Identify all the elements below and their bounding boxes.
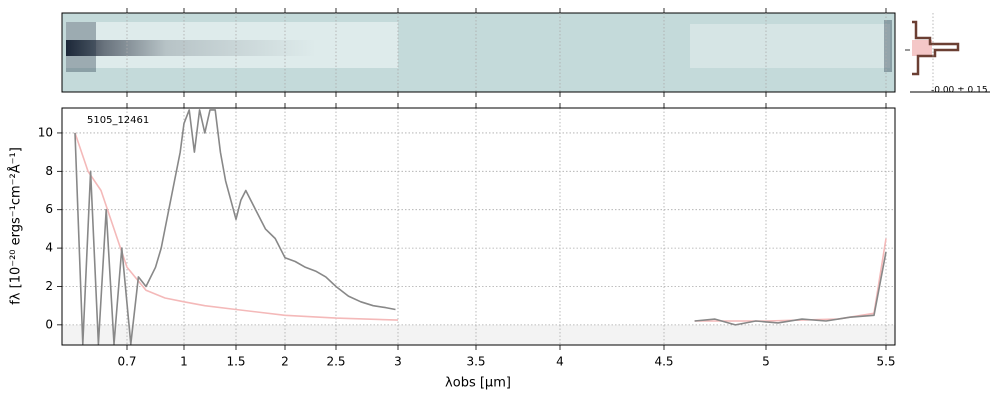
- spectrum-2d: [61, 12, 896, 93]
- spectrum-line: [74, 109, 887, 345]
- x-tick-label: 5: [762, 355, 770, 369]
- profile-panel: -0.00 ± 0.15: [905, 13, 990, 96]
- x-tick-label: 5.5: [876, 355, 895, 369]
- x-tick-label: 2.5: [326, 355, 345, 369]
- ticks: 0.7 1 1.5 2 2.5 3 3.5 4 4.5 5 5.5 0 2 4 6 8 10: [38, 8, 896, 369]
- y-tick-label: 2: [45, 279, 53, 293]
- x-tick-label: 2: [281, 355, 289, 369]
- x-tick-label: 4.5: [654, 355, 673, 369]
- zero-band: [62, 324, 895, 345]
- grid: [62, 108, 895, 345]
- x-tick-label: 3.5: [466, 355, 485, 369]
- x-tick-label: 4: [556, 355, 564, 369]
- y-tick-label: 6: [45, 202, 53, 216]
- data: [74, 109, 887, 345]
- plot-area: [62, 108, 895, 345]
- x-tick-label: 0.7: [117, 355, 136, 369]
- y-axis-label: fλ [10⁻²⁰ ergs⁻¹cm⁻²Å⁻¹]: [8, 147, 24, 305]
- profile-label: -0.00 ± 0.15: [931, 86, 988, 96]
- object-label: 5105_12461: [87, 115, 149, 126]
- x-tick-label: 3: [394, 355, 402, 369]
- y-tick-label: 10: [38, 125, 53, 139]
- x-axis-label: λobs [μm]: [445, 376, 511, 391]
- plot-frame: [61, 107, 896, 346]
- y-tick-label: 0: [45, 317, 53, 331]
- y-tick-label: 8: [45, 164, 53, 178]
- x-tick-label: 1.5: [226, 355, 245, 369]
- x-tick-label: 1: [180, 355, 188, 369]
- y-tick-label: 4: [45, 241, 53, 255]
